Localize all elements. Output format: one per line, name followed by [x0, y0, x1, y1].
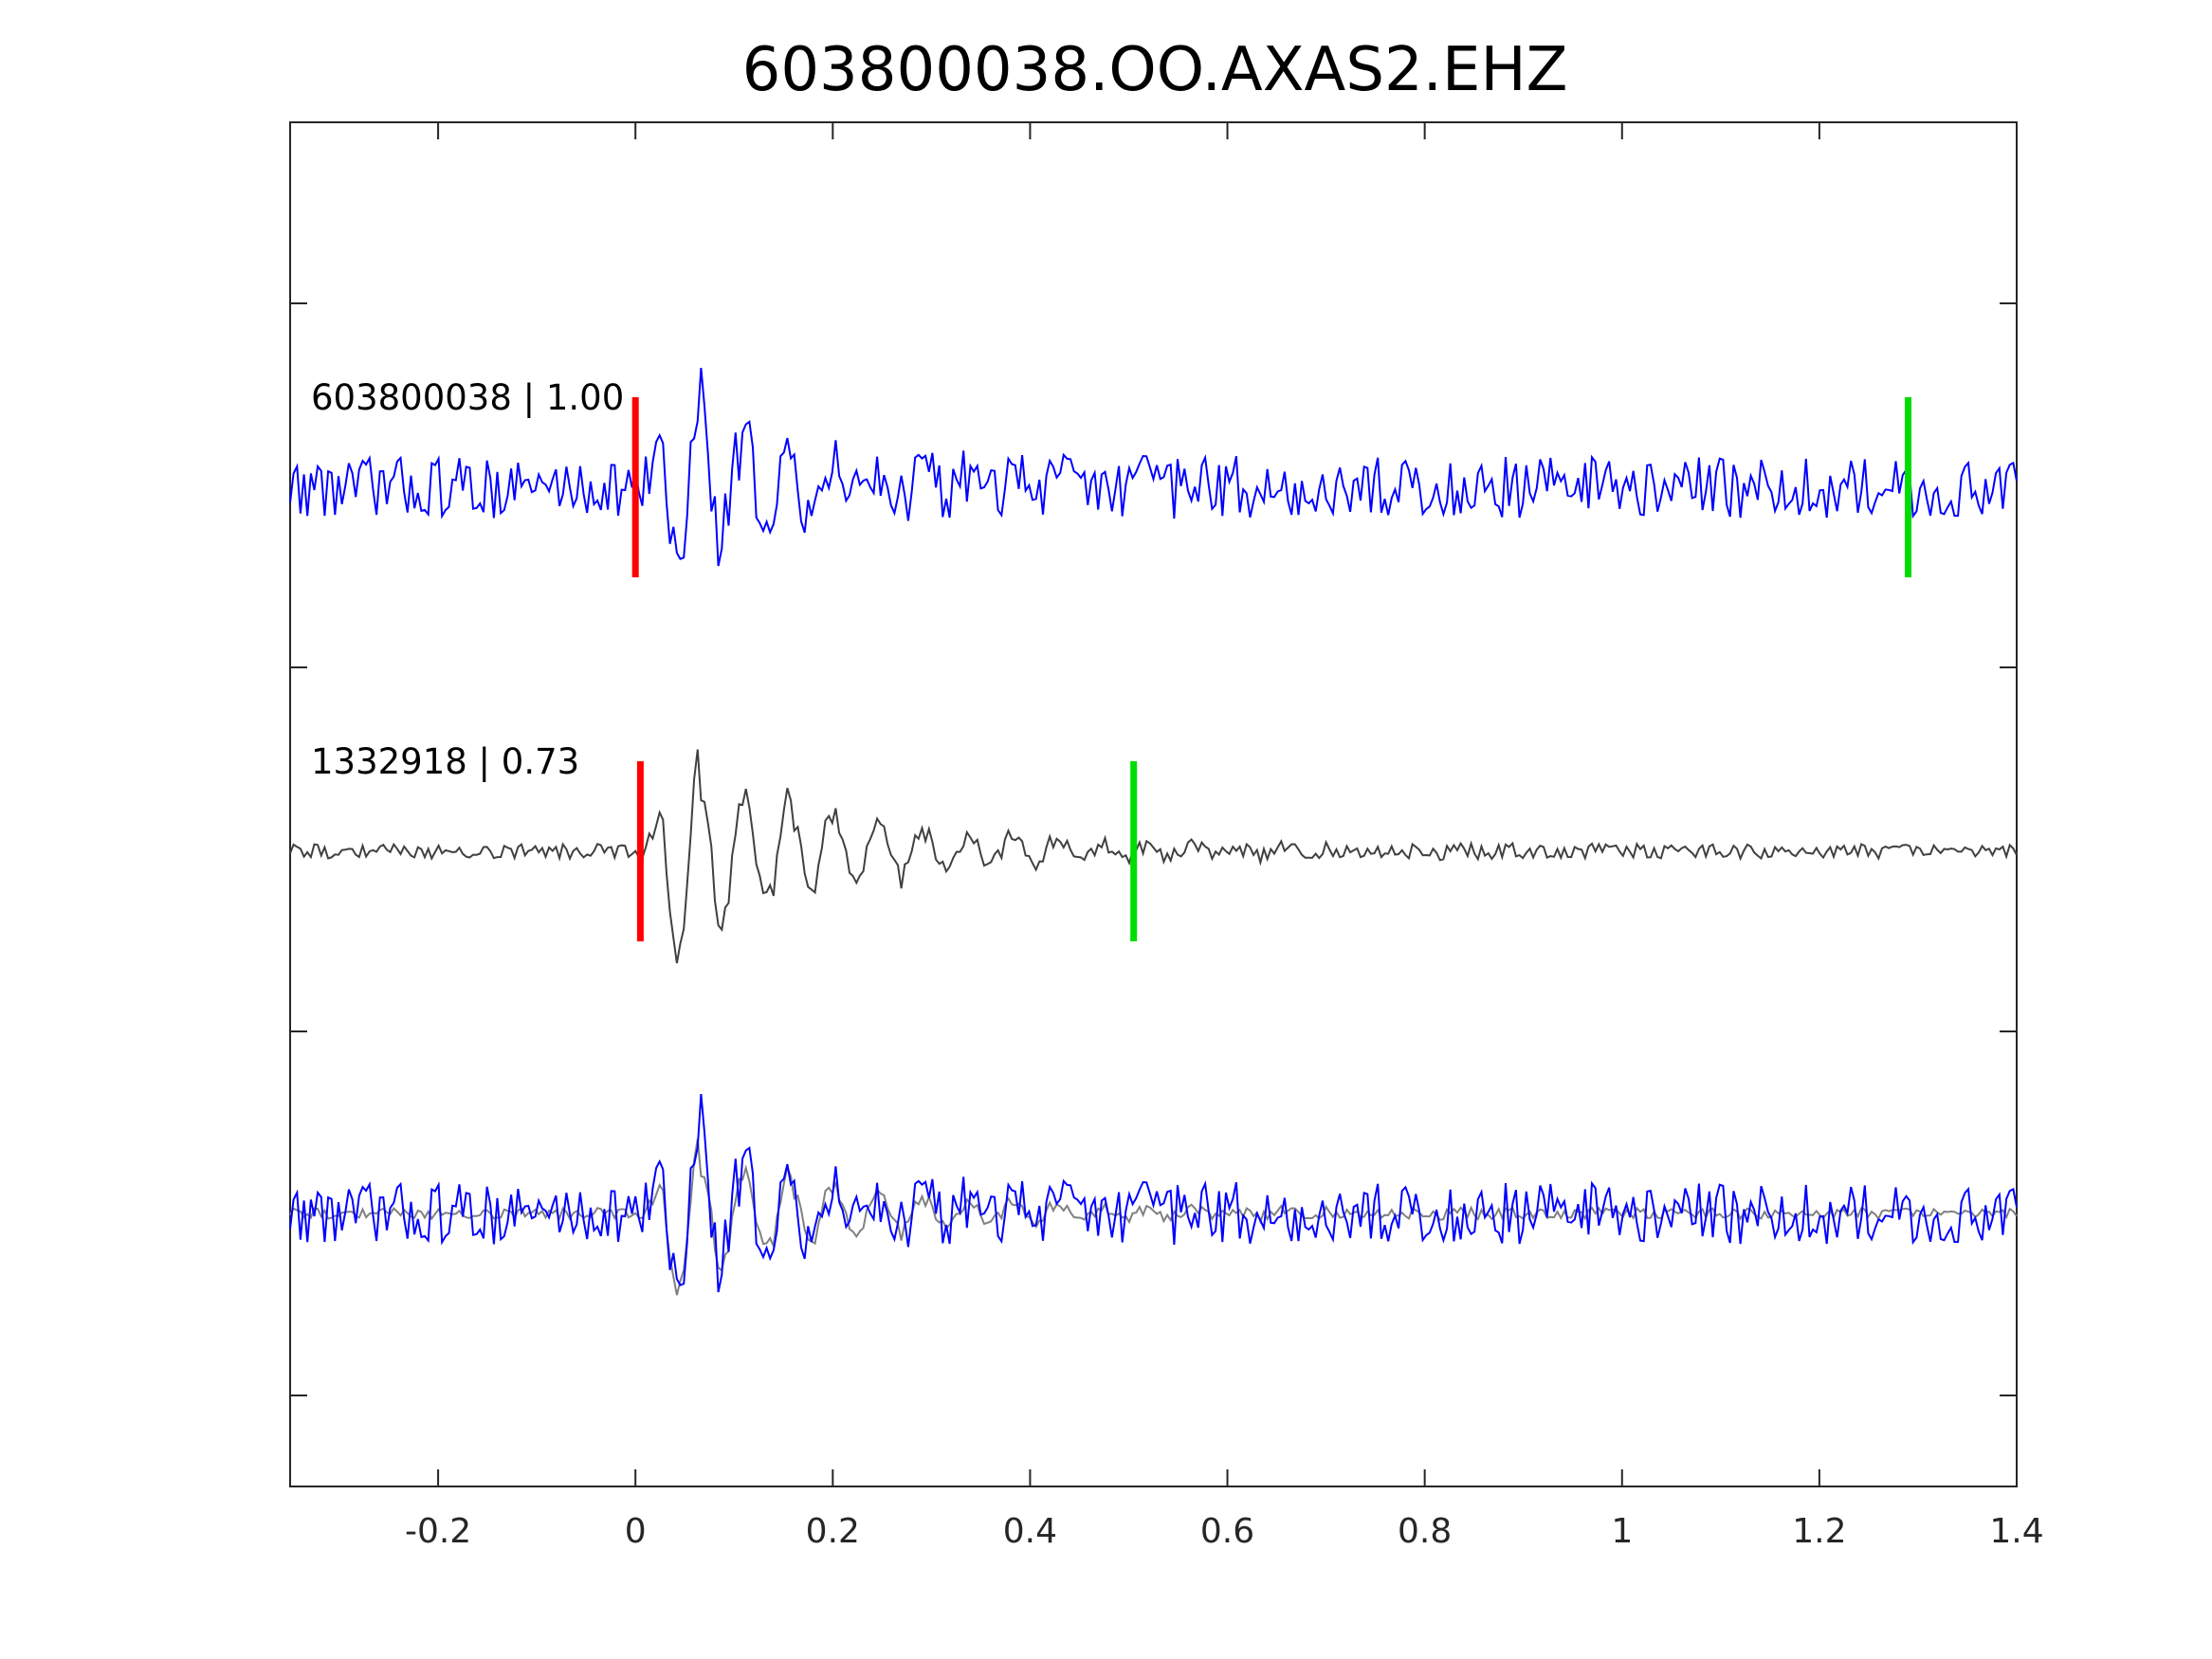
x-tick-label: 1.2	[1792, 1512, 1846, 1551]
x-tick-label: 0.2	[806, 1512, 860, 1551]
axes-frame	[289, 121, 2018, 1487]
overlay-trace-blue	[289, 1094, 2018, 1293]
x-tick-label: -0.2	[405, 1512, 471, 1551]
x-tick-label: 1.4	[1989, 1512, 2043, 1551]
phase-picks	[631, 397, 1912, 941]
trace-603800038	[289, 368, 2018, 567]
x-axis-tick-labels: -0.2 0 0.2 0.4 0.6 0.8 1 1.2 1.4	[405, 1512, 2044, 1551]
x-tick-label: 0.4	[1003, 1512, 1057, 1551]
waveform-traces	[289, 368, 2018, 1296]
x-tick-label: 0.8	[1398, 1512, 1452, 1551]
x-tick-label: 1	[1611, 1512, 1633, 1551]
trace-labels: 603800038 | 1.00 1332918 | 0.73	[311, 377, 624, 782]
x-tick-label: 0.6	[1200, 1512, 1254, 1551]
axes	[289, 121, 2018, 1487]
chart-title: 603800038.OO.AXAS2.EHZ	[742, 35, 1568, 105]
trace-label: 1332918 | 0.73	[311, 741, 579, 782]
x-tick-label: 0	[625, 1512, 647, 1551]
trace-label: 603800038 | 1.00	[311, 377, 624, 418]
trace-1332918	[289, 749, 2018, 964]
